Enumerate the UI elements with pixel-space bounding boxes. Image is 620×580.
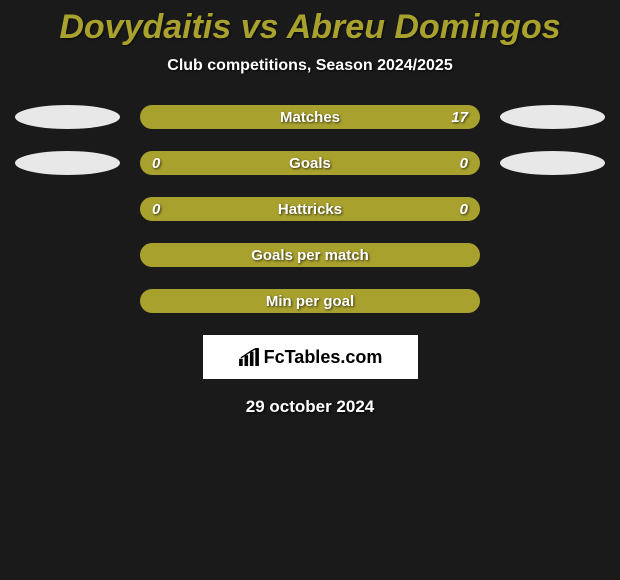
comparison-title: Dovydaitis vs Abreu Domingos (0, 0, 620, 47)
stat-label: Goals (289, 155, 331, 172)
left-spacer (15, 289, 120, 313)
stat-row: 0 Goals 0 (0, 151, 620, 175)
right-spacer (500, 243, 605, 267)
stat-label: Hattricks (278, 201, 342, 218)
stat-bar: Goals per match (140, 243, 480, 267)
stats-rows: Matches 17 0 Goals 0 0 Hattricks 0 Goals per mat… (0, 105, 620, 313)
stat-right-value: 0 (448, 155, 468, 172)
brand-chart-icon (238, 348, 260, 366)
stat-left-value: 0 (152, 201, 172, 218)
stat-row: 0 Hattricks 0 (0, 197, 620, 221)
stat-bar: Min per goal (140, 289, 480, 313)
stat-label: Min per goal (266, 293, 354, 310)
stat-left-value: 0 (152, 155, 172, 172)
stat-bar: 0 Goals 0 (140, 151, 480, 175)
right-spacer (500, 197, 605, 221)
stat-label: Matches (280, 109, 340, 126)
stat-row: Min per goal (0, 289, 620, 313)
brand-box: FcTables.com (203, 335, 418, 379)
stat-row: Matches 17 (0, 105, 620, 129)
snapshot-date: 29 october 2024 (0, 397, 620, 417)
left-spacer (15, 197, 120, 221)
right-ellipse (500, 105, 605, 129)
brand-text: FcTables.com (264, 347, 383, 368)
left-ellipse (15, 151, 120, 175)
stat-row: Goals per match (0, 243, 620, 267)
comparison-subtitle: Club competitions, Season 2024/2025 (0, 57, 620, 75)
right-ellipse (500, 151, 605, 175)
stat-right-value: 0 (448, 201, 468, 218)
stat-bar: 0 Hattricks 0 (140, 197, 480, 221)
left-ellipse (15, 105, 120, 129)
stat-label: Goals per match (251, 247, 369, 264)
stat-bar: Matches 17 (140, 105, 480, 129)
right-spacer (500, 289, 605, 313)
stat-right-value: 17 (448, 109, 468, 126)
left-spacer (15, 243, 120, 267)
